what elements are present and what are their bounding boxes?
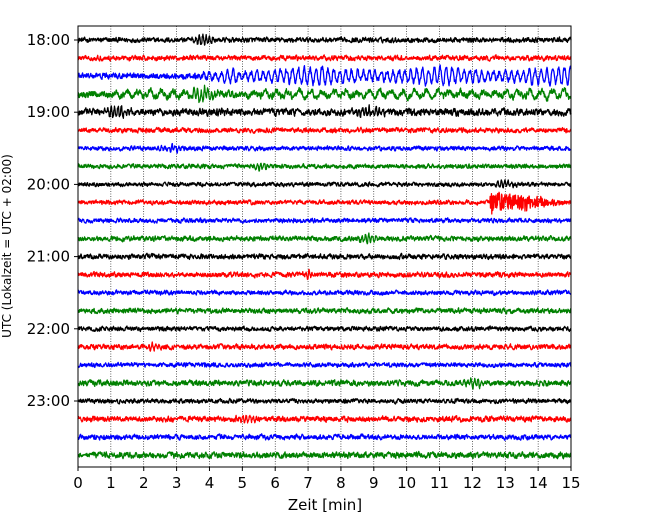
y-axis-label: UTC (Lokalzeit = UTC + 02:00) [0, 154, 14, 338]
x-tick-label: 12 [463, 474, 482, 492]
seismogram-trace [77, 377, 572, 390]
seismogram-trace [77, 361, 572, 369]
seismogram-trace [77, 268, 572, 281]
x-tick-label: 5 [238, 474, 248, 492]
x-tick-label: 9 [369, 474, 379, 492]
x-tick-label: 15 [561, 474, 580, 492]
seismogram-trace [77, 142, 572, 154]
seismogram-trace [77, 433, 572, 441]
plot-frame [77, 25, 572, 468]
seismogram-trace [77, 341, 572, 352]
seismogram-trace [77, 179, 572, 189]
seismogram-traces [77, 33, 572, 460]
x-tick-label: 8 [336, 474, 346, 492]
y-axis-ticks: 18:00 19:00 20:00 21:00 22:00 23:00 [27, 31, 78, 410]
seismogram-trace [77, 414, 572, 424]
x-tick-label: 0 [73, 474, 83, 492]
seismogram-trace [77, 54, 572, 62]
plot-background [78, 26, 571, 467]
seismogram-trace [77, 104, 572, 119]
seismogram-trace [77, 64, 572, 87]
x-tick-label: 14 [529, 474, 548, 492]
seismogram-trace [77, 126, 572, 134]
x-tick-label: 13 [496, 474, 515, 492]
x-tick-label: 10 [397, 474, 416, 492]
seismogram-trace [77, 450, 572, 460]
seismogram-trace [77, 84, 572, 104]
seismogram-trace [77, 325, 572, 333]
x-tick-label: 2 [139, 474, 149, 492]
seismogram-trace [77, 232, 572, 245]
x-gridlines [110, 26, 539, 467]
y-tick-label: 21:00 [27, 248, 70, 266]
x-axis-ticks: 0 1 2 3 4 5 6 7 8 9 10 11 12 13 14 15 [73, 467, 581, 492]
seismogram-trace [77, 191, 572, 215]
seismogram-trace [77, 33, 572, 46]
x-tick-label: 3 [172, 474, 182, 492]
seismogram-trace [77, 162, 572, 172]
y-tick-label: 20:00 [27, 175, 70, 193]
x-tick-label: 11 [430, 474, 449, 492]
y-tick-label: 23:00 [27, 392, 70, 410]
seismogram-trace [77, 307, 572, 315]
x-tick-label: 1 [106, 474, 116, 492]
seismogram-trace [77, 397, 572, 405]
x-tick-label: 7 [303, 474, 313, 492]
y-tick-label: 19:00 [27, 103, 70, 121]
x-tick-label: 4 [205, 474, 215, 492]
seismogram-trace [77, 217, 572, 224]
y-tick-label: 18:00 [27, 31, 70, 49]
seismogram-trace [77, 289, 572, 297]
seismogram-trace [77, 252, 572, 261]
y-tick-label: 22:00 [27, 320, 70, 338]
x-axis-label: Zeit [min] [288, 496, 362, 514]
x-tick-label: 6 [270, 474, 280, 492]
